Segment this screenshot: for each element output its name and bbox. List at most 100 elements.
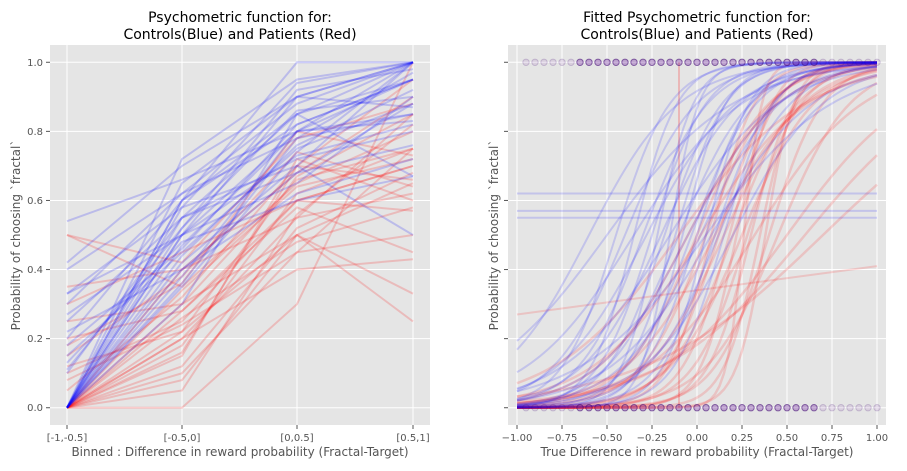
patient-fit-curve: [516, 66, 878, 402]
response-point: [522, 404, 530, 412]
patient-line: [66, 192, 414, 288]
response-point: [720, 58, 728, 66]
response-point: [747, 404, 755, 412]
response-point: [666, 404, 674, 412]
patient-line: [66, 158, 414, 409]
control-line: [66, 88, 414, 409]
response-point: [612, 58, 620, 66]
patient-line: [66, 164, 414, 306]
patient-line: [66, 113, 414, 409]
response-point: [846, 404, 854, 412]
control-fit-curve: [516, 62, 878, 400]
response-point: [774, 404, 782, 412]
patient-fit-curve: [516, 68, 878, 409]
response-point: [585, 404, 593, 412]
control-line: [66, 164, 414, 295]
control-fit-curve: [516, 62, 878, 405]
response-point: [603, 58, 611, 66]
response-point: [540, 404, 548, 412]
response-point: [747, 58, 755, 66]
control-line: [66, 130, 414, 323]
control-line: [66, 71, 414, 409]
response-point: [531, 58, 539, 66]
control-line: [66, 144, 414, 409]
control-line: [66, 112, 414, 340]
left-title-line1: Psychometric function for:: [148, 10, 332, 26]
control-fit-curve: [516, 82, 878, 393]
control-line: [66, 68, 414, 409]
response-point: [585, 58, 593, 66]
patient-fit-curve: [516, 70, 878, 405]
patient-line: [66, 234, 414, 382]
control-fit-curve: [516, 65, 878, 374]
left-x-label: Binned : Difference in reward probabilit…: [71, 445, 408, 459]
patient-line: [66, 150, 414, 357]
patient-line: [67, 61, 414, 409]
response-point: [864, 58, 872, 66]
control-line: [66, 175, 414, 364]
response-point: [729, 58, 737, 66]
response-point: [630, 404, 638, 412]
response-point: [603, 404, 611, 412]
response-point: [765, 58, 773, 66]
control-line: [66, 61, 414, 409]
response-point: [639, 58, 647, 66]
patient-fit-curve: [516, 65, 878, 409]
response-point: [810, 404, 818, 412]
left-x-ticks: [-1,-0.5] [-0.5,0] [0,0.5] [0.5,1]: [47, 425, 430, 444]
patient-line: [66, 171, 414, 409]
left-x-tick-label: [0.5,1]: [396, 433, 429, 444]
patient-line: [66, 233, 414, 368]
response-point: [675, 58, 683, 66]
right-x-tick-label: 0.75: [821, 433, 843, 444]
control-line: [66, 78, 414, 409]
response-point: [873, 58, 881, 66]
control-line: [66, 61, 414, 409]
response-point: [594, 404, 602, 412]
response-point: [549, 404, 557, 412]
patient-line: [66, 123, 414, 409]
patient-fit-curve: [516, 75, 878, 385]
control-line: [66, 61, 414, 409]
control-line: [66, 61, 414, 305]
patient-fit-curve: [516, 62, 878, 408]
control-line: [66, 78, 414, 347]
control-line: [66, 78, 414, 374]
response-point: [711, 404, 719, 412]
left-y-tick-label: 0.2: [27, 334, 43, 345]
control-fit-curve: [516, 61, 878, 409]
response-point: [864, 404, 872, 412]
response-point: [540, 58, 548, 66]
patient-line: [66, 78, 414, 409]
control-line: [66, 61, 414, 409]
left-x-tick-label: [-0.5,0]: [164, 433, 201, 444]
response-point: [630, 58, 638, 66]
right-x-tick-label: −0.50: [592, 433, 623, 444]
control-fit-curve: [516, 66, 878, 342]
control-line: [66, 61, 414, 409]
right-x-tick-label: −0.25: [637, 433, 668, 444]
response-point: [567, 404, 575, 412]
right-panel: Fitted Psychometric function for: Contro…: [487, 10, 888, 459]
control-line: [66, 61, 414, 409]
response-point: [657, 58, 665, 66]
patient-line: [66, 95, 414, 409]
response-point: [837, 404, 845, 412]
control-fit-curve: [516, 66, 878, 402]
response-point: [828, 58, 836, 66]
patient-line: [66, 182, 414, 409]
response-point: [756, 404, 764, 412]
response-point: [711, 58, 719, 66]
response-point: [621, 404, 629, 412]
left-x-tick-label: [-1,-0.5]: [47, 433, 88, 444]
right-x-tick-label: 0.25: [731, 433, 753, 444]
response-point: [873, 404, 881, 412]
control-line: [66, 61, 414, 295]
response-point: [819, 404, 827, 412]
right-x-label: True Difference in reward probability (F…: [540, 445, 854, 459]
response-point: [684, 58, 692, 66]
control-line: [66, 102, 414, 357]
response-point: [594, 58, 602, 66]
patient-fit-curve: [516, 93, 878, 405]
patient-line: [66, 199, 414, 409]
